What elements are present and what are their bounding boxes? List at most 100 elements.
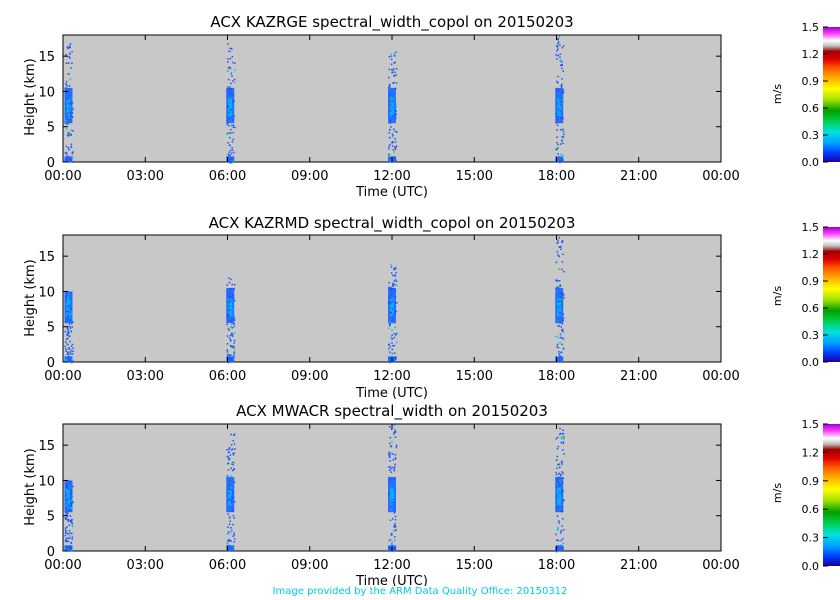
panel-1-y-tick-label: 0 [47,156,55,171]
panel-3-echo-point [226,448,228,451]
panel-1-echo-point [65,111,67,113]
panel-3-echo-point [69,537,71,539]
panel-1-echo-point [557,48,559,51]
panel-3-echo-point [561,433,564,435]
panel-2-echo-point [558,268,560,270]
panel-3-echo-point [72,525,74,528]
panel-3-echo-point [555,533,557,536]
panel-2-echo-point [232,345,235,348]
panel-2-echo-point [388,301,390,304]
panel-3-echo-point [562,442,565,445]
panel-3-echo-point [563,453,565,455]
panel-1-echo-point [393,151,395,153]
panel-2-echo-point [391,334,393,336]
panel-3-echo-point [226,475,229,477]
panel-1-echo-point [71,152,74,155]
panel-3-echo-point [561,471,563,473]
panel-1-echo-point [559,110,562,113]
panel-3-echo-point [227,539,230,542]
panel-2-echo-point [392,300,394,303]
panel-2-echo-point [560,248,562,250]
panel-1-echo-point [226,105,229,107]
panel-3-echo-point [560,461,563,464]
panel-3-echo-point [64,534,67,537]
panel-3-echo-point [562,441,565,443]
panel-2-echo-point [67,334,69,337]
panel-1-echo-point [388,84,391,86]
panel-1-x-tick-label: 00:00 [702,169,739,184]
panel-3-echo-point [556,495,559,498]
panel-3-echo-point [69,532,71,535]
panel-2-echo-point [557,300,560,302]
panel-3-echo-point [65,486,68,489]
panel-1-echo-point [395,51,397,53]
panel-1-echo-point [65,87,67,89]
panel-1-echo-point [228,151,231,153]
panel-1-echo-point [561,113,564,115]
panel-2-echo-point [72,347,74,350]
panel-2-echo-point [560,351,562,354]
panel-1-echo-point [562,117,564,120]
panel-3-echo-point [388,453,390,456]
panel-1-echo-point [556,160,559,163]
panel-3-echo-point [555,486,558,489]
panel-3-echo-point [392,530,395,532]
panel-2-echo-point [70,353,72,355]
panel-3-echo-point [67,480,70,483]
panel-2-echo-point [232,297,235,299]
panel-2-echo-point [559,296,562,298]
panel-3-echo-point [228,451,231,453]
panel-2-echo-point [395,332,398,335]
panel-2-echo-point [556,343,559,346]
panel-1-echo-point [229,57,232,60]
panel-1-echo-point [65,153,68,156]
panel-1-echo-point [230,71,233,74]
panel-2-echo-point [391,348,393,350]
panel-3-echo-point [561,481,564,484]
panel-2-echo-point [562,295,565,297]
panel-2-echo-point [392,284,394,286]
panel-2-echo-point [561,323,564,325]
panel-3-echo-point [229,454,232,456]
panel-3-echo-point [559,544,562,546]
panel-2-echo-point [559,355,561,357]
panel-3-echo-inner [390,487,394,506]
panel-2-echo-point [68,323,71,325]
panel-3-echo-point [557,479,559,482]
panel-2-echo-point [389,311,391,314]
panel-1-echo-point [559,44,561,46]
panel-1-echo-point [556,58,558,60]
panel-2-echo-point [231,355,234,358]
panel-3-colorbar-tick-label: 0.0 [802,560,820,573]
panel-1-echo-point [231,56,234,58]
panel-2-echo-point [228,313,230,316]
panel-3-echo-point [69,497,71,499]
panel-2-echo-point [560,291,562,294]
panel-1-echo-point [555,45,558,47]
panel-2-x-tick-label: 00:00 [44,369,81,384]
panel-3-echo-point [390,467,392,470]
panel-3-echo-point [563,528,565,531]
panel-1-echo-point [68,94,70,97]
panel-2-echo-point [230,296,233,298]
panel-3-echo-point [230,486,233,489]
panel-2-echo-point [557,346,560,349]
panel-3-echo-point [232,469,235,471]
panel-2-echo-point [66,353,69,355]
panel-3-echo-point [388,426,391,428]
panel-3-echo-point [228,517,231,519]
panel-1-echo-point [556,37,559,40]
panel-2-echo-point [231,317,234,319]
panel-1-echo-point [562,45,565,47]
panel-1-echo-point [560,84,563,87]
panel-1-echo-point [70,67,72,69]
panel-1-echo-point [231,80,234,82]
panel-2-echo-point [556,242,558,244]
panel-3-echo-point [65,517,68,519]
panel-2-echo-point [556,251,559,253]
panel-2-echo-point [389,302,392,305]
panel-1-echo-point [562,128,564,131]
panel-1-echo-point [229,88,232,90]
panel-1-echo-point [389,143,391,146]
panel-2-echo-point [67,343,69,346]
